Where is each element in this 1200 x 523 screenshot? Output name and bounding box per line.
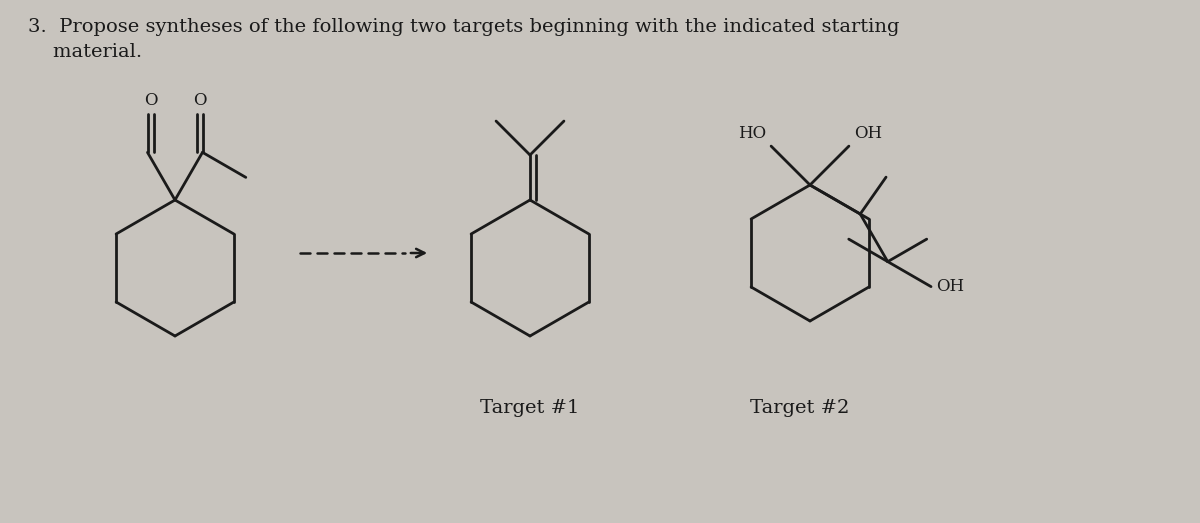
Text: Target #2: Target #2 (750, 399, 850, 417)
Text: O: O (193, 93, 206, 109)
Text: OH: OH (936, 278, 964, 295)
Text: HO: HO (738, 125, 766, 142)
Text: 3.  Propose syntheses of the following two targets beginning with the indicated : 3. Propose syntheses of the following tw… (28, 18, 900, 36)
Text: material.: material. (28, 43, 142, 61)
Text: Target #1: Target #1 (480, 399, 580, 417)
Text: OH: OH (854, 125, 882, 142)
Text: O: O (144, 93, 157, 109)
